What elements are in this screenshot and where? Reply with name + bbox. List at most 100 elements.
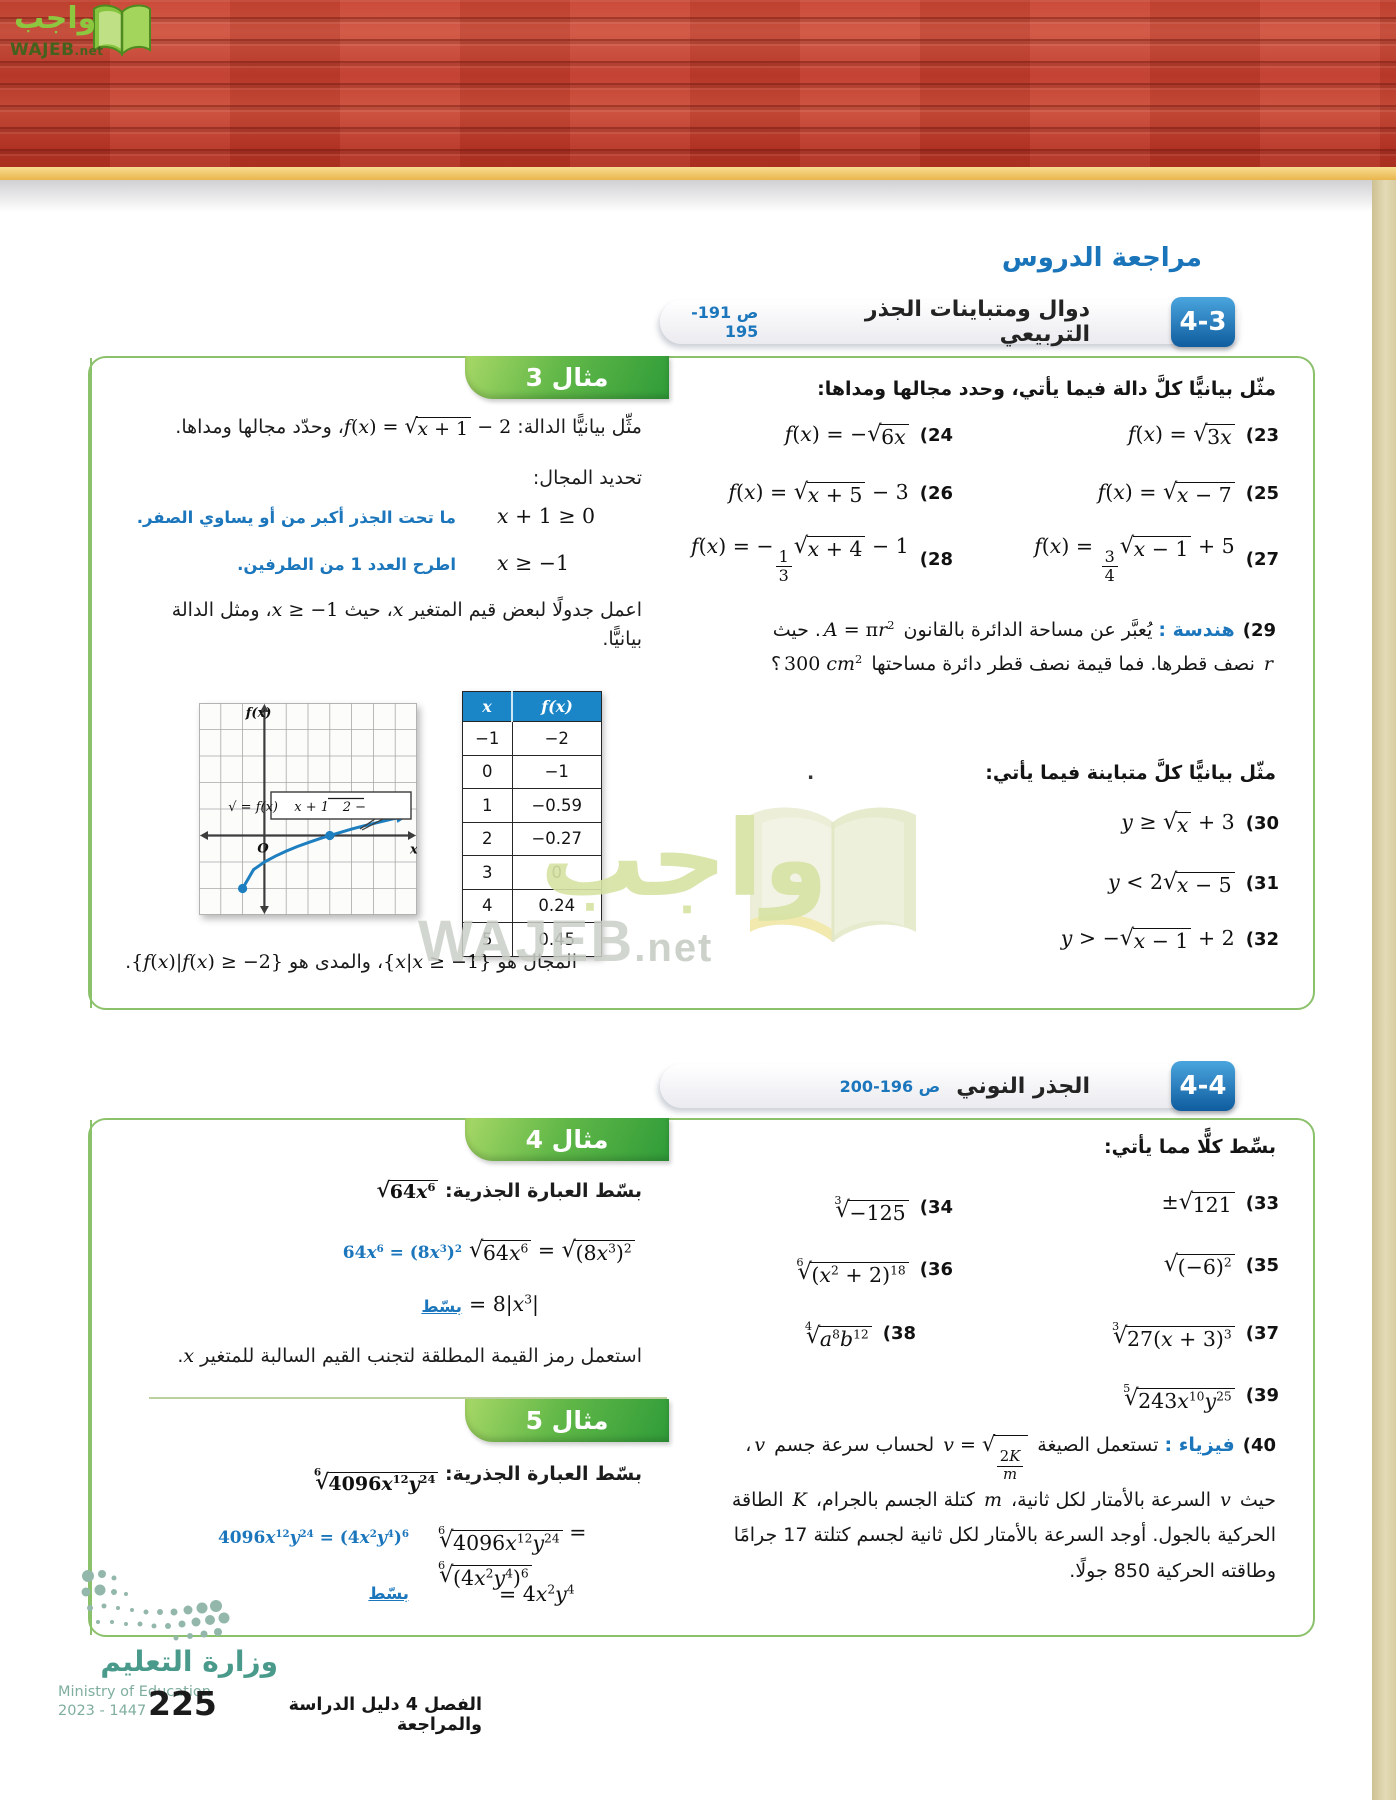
- text-run: بسّط العبارة الجذرية:: [438, 1180, 642, 1202]
- exercise-31: y < 2 √ x − 5 (31: [1108, 870, 1279, 897]
- wajeb-tld-text: .net: [74, 44, 104, 58]
- exercise-34-number: (34: [919, 1196, 953, 1218]
- exercise-27-number: (27: [1245, 548, 1279, 570]
- exercise-33-equation: ± √ 121: [1162, 1190, 1235, 1217]
- page-title: مراجعة الدروس: [1001, 243, 1202, 273]
- exercise-31-number: (31: [1245, 872, 1279, 894]
- exercise-30-equation: y ≥ √ x + 3: [1121, 809, 1235, 837]
- exercise-28: f(x) = −1 3 √ x + 4 − 1 (28: [691, 534, 953, 585]
- exercise-23-number: (23: [1245, 424, 1279, 446]
- instruction-graph-functions: مثّل بيانيًّا كلَّ دالة فيما يأتي، وحدد …: [817, 378, 1276, 400]
- exercise-40-number: (40: [1242, 1435, 1276, 1456]
- inline-math: A = πr2: [823, 618, 895, 641]
- text-run: ، ومثل الدالة بيانيًّا.: [171, 599, 642, 650]
- section-4-4-header: 4-4 الجذر النوني ص 196-200: [660, 1061, 1240, 1111]
- solution-step: x ≥ −1 اطرح العدد 1 من الطرفين.: [92, 551, 667, 597]
- exercise-40-body: تستعمل الصيغة v = √ 2K m لحساب سرعة جسم v،…: [732, 1434, 1276, 1582]
- exercise-36-number: (36: [919, 1258, 953, 1280]
- exercise-25-equation: f(x) = √ x − 7: [1098, 480, 1235, 507]
- table-row: 5 0.45: [462, 922, 602, 957]
- inline-math: {f(x)|f(x) ≥ −2}: [131, 951, 283, 973]
- text-run: استعمل رمز القيمة المطلقة لتجنب القيم ال…: [194, 1345, 642, 1367]
- inline-math: f(x) = √ x + 1 − 2: [343, 414, 512, 440]
- exercise-24-number: (24: [919, 424, 953, 446]
- section-4-4-title: الجذر النوني: [956, 1073, 1090, 1099]
- instruction-simplify: بسِّط كلًّا مما يأتي:: [1104, 1136, 1276, 1158]
- svg-text:f(x): f(x): [245, 706, 272, 721]
- exercise-33: ± √ 121 (33: [1162, 1190, 1279, 1217]
- exercise-29-number: (29: [1242, 620, 1276, 641]
- exercise-40: (40 فيزياء :تستعمل الصيغة v = √ 2K m لحساب …: [712, 1428, 1276, 1589]
- svg-text:x + 1: x + 1: [294, 800, 329, 815]
- example-4-tab: مثال 4: [465, 1118, 669, 1161]
- exercise-39-equation: 5 √ 243x10y25: [1122, 1378, 1235, 1413]
- exercise-37-equation: 3 √ 27(x + 3)3: [1111, 1316, 1235, 1351]
- exercise-23: f(x) = √ 3x (23: [1128, 422, 1279, 449]
- inline-math: {x|x ≥ −1}: [383, 951, 492, 973]
- exercise-38-equation: 4 √ a8b12: [804, 1316, 872, 1351]
- exercise-25-number: (25: [1245, 482, 1279, 504]
- section-4-4-pages: ص 196-200: [839, 1076, 941, 1096]
- solution-step: = 4x2y4 بسّط: [92, 1582, 667, 1628]
- exercise-29: (29 هندسة :يُعبَّر عن مساحة الدائرة بالقا…: [767, 613, 1276, 682]
- table-row: 4 0.24: [462, 888, 602, 923]
- exercise-37: 3 √ 27(x + 3)3 (37: [1111, 1316, 1279, 1351]
- exercise-30-number: (30: [1245, 812, 1279, 834]
- svg-text:x: x: [409, 843, 417, 858]
- wajeb-logo-domain: WAJEB.net: [10, 40, 104, 60]
- example-3-panel: مثال 3 مثِّل بيانيًّا الدالة: f(x) = √ x …: [90, 356, 669, 1008]
- table-row: −1 −2: [462, 721, 602, 756]
- step-annotation: اطرح العدد 1 من الطرفين.: [237, 555, 456, 574]
- text-run: . حيث: [772, 619, 821, 641]
- section-4-3-pages: ص 191-195: [691, 303, 759, 341]
- exercise-38-number: (38: [882, 1322, 916, 1344]
- exercise-34-equation: 3 √ −125: [833, 1190, 909, 1225]
- exercise-32-equation: y > − √ x − 1 + 2: [1060, 925, 1235, 953]
- step-annotation: بسّط: [368, 1584, 409, 1603]
- wajeb-domain-text: WAJEB: [10, 40, 75, 60]
- ministry-name-arabic: وزارة التعليم: [100, 1645, 278, 1678]
- table-row: 0 −1: [462, 754, 602, 789]
- exercises-4-4: بسِّط كلًّا مما يأتي: ± √ 121 (33 3 √ −125 (…: [667, 1120, 1313, 1635]
- exercise-38: 4 √ a8b12 (38: [804, 1316, 916, 1351]
- text-run: اعمل جدولًا لبعض قيم المتغير: [403, 599, 642, 621]
- wajeb-logo-arabic: واجب: [14, 1, 97, 36]
- table-cell: 4: [462, 888, 513, 923]
- inline-math: m: [983, 1489, 1002, 1512]
- ministry-logo-dots: [81, 1570, 230, 1641]
- solution-step: x + 1 ≥ 0 ما تحت الجذر أكبر من أو يساوي …: [92, 504, 667, 550]
- text-run: تستعمل الصيغة: [1031, 1434, 1159, 1456]
- step-equation: 6 √ 4096x12y24 = 6 √ (4x2y4)6: [438, 1520, 587, 1590]
- section-4-4-badge: 4-4: [1171, 1061, 1235, 1111]
- text-run: المجال هو: [491, 951, 577, 973]
- table-cell: 2: [462, 821, 513, 856]
- table-cell: −2: [511, 721, 602, 756]
- exercise-36-equation: 6 √ (x2 + 2)18: [795, 1252, 909, 1287]
- banner-shadow: [0, 180, 1396, 212]
- inline-math: v = √ 2K m: [943, 1428, 1029, 1483]
- text-run: .: [125, 951, 132, 973]
- inline-math: √ 64x6: [376, 1177, 439, 1206]
- domain-heading: تحديد المجال:: [532, 467, 642, 489]
- table-cell: 3: [462, 855, 513, 890]
- footer-chapter-title: الفصل 4 دليل الدراسة والمراجعة: [288, 1695, 482, 1735]
- exercise-36: 6 √ (x2 + 2)18 (36: [795, 1252, 953, 1287]
- text-run: ، حيث: [338, 599, 393, 621]
- graph-canvas: f(x) x Of(x) = √ x + 1 − 2: [199, 703, 418, 915]
- text-run: كتلة الجسم بالجرام،: [809, 1489, 981, 1512]
- exercise-31-equation: y < 2 √ x − 5: [1108, 870, 1235, 897]
- solution-step: √ 64x6 = √ (8x3)2 64x6 = (8x3)2: [92, 1238, 667, 1284]
- section-4-3-header: 4-3 دوال ومتباينات الجذر التربيعي ص 191-…: [660, 297, 1240, 347]
- exercise-35-equation: √ (−6)2: [1164, 1252, 1235, 1279]
- ministry-years: 2023 - 1447: [58, 1703, 147, 1719]
- wajeb-logo: واجب WAJEB.net: [8, 2, 168, 66]
- example-3-tab: مثال 3: [465, 356, 669, 399]
- exercise-34: 3 √ −125 (34: [833, 1190, 953, 1225]
- step-equation: √ 64x6 = √ (8x3)2: [469, 1238, 635, 1265]
- step-annotation: ما تحت الجذر أكبر من أو يساوي الصفر.: [136, 508, 456, 527]
- section-4-3-badge: 4-3: [1171, 297, 1235, 347]
- step-annotation-math: 64x6 = (8x3)2: [342, 1242, 462, 1263]
- table-row: 2 −0.27: [462, 821, 602, 856]
- text-run: ؟: [770, 653, 782, 676]
